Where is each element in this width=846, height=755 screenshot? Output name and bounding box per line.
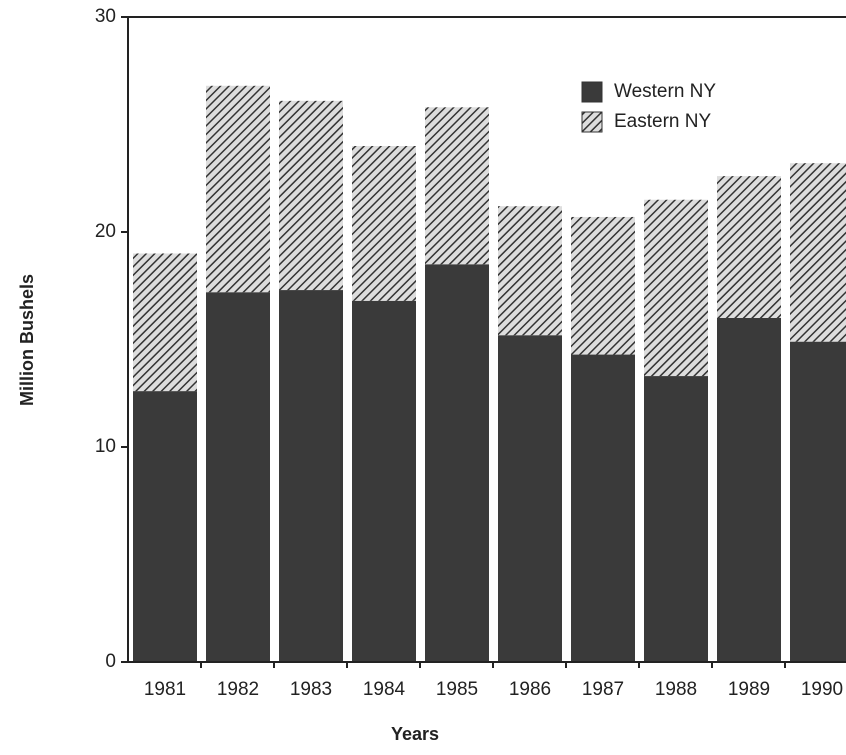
bar-segment [498, 206, 562, 336]
x-tick-label: 1989 [728, 679, 770, 700]
y-axis-label: Million Bushels [17, 274, 37, 406]
y-tick-label: 0 [105, 651, 116, 672]
y-tick-label: 20 [95, 221, 116, 242]
x-axis-label: Years [391, 724, 439, 744]
x-tick-label: 1986 [509, 679, 551, 700]
bar-segment [644, 199, 708, 377]
bar-segment [717, 176, 781, 318]
x-tick-label: 1982 [217, 679, 259, 700]
bar-segment [790, 341, 846, 662]
bar-segment [571, 216, 635, 355]
x-tick-label: 1984 [363, 679, 406, 700]
bar-segment [206, 292, 270, 662]
legend-label: Western NY [614, 81, 716, 102]
bar-segment [644, 376, 708, 662]
legend-label: Eastern NY [614, 111, 711, 132]
bar-segment [279, 290, 343, 662]
x-tick-label: 1988 [655, 679, 697, 700]
bar-segment [352, 300, 416, 662]
x-tick-label: 1983 [290, 679, 332, 700]
bar-segment [352, 146, 416, 301]
bar-segment [571, 354, 635, 662]
bar-segment [133, 391, 197, 662]
x-tick-label: 1990 [801, 679, 843, 700]
x-tick-label: 1987 [582, 679, 624, 700]
x-tick-label: 1985 [436, 679, 478, 700]
bar-segment [498, 335, 562, 662]
bar-segment [425, 264, 489, 662]
bar-segment [206, 85, 270, 293]
y-tick-label: 30 [95, 6, 116, 27]
bar-segment [717, 318, 781, 662]
legend-swatch [581, 81, 603, 103]
bar-segment [133, 253, 197, 392]
x-tick-label: 1981 [144, 679, 186, 700]
y-tick-label: 10 [95, 436, 116, 457]
legend-swatch [581, 111, 603, 133]
bar-segment [425, 107, 489, 265]
bar-segment [790, 163, 846, 342]
bar-segment [279, 100, 343, 291]
